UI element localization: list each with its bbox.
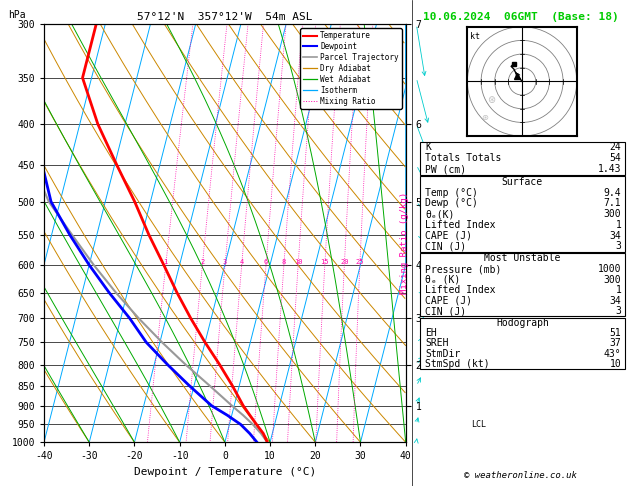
Text: hPa: hPa <box>8 10 26 20</box>
Text: 24: 24 <box>610 142 621 153</box>
Text: 6: 6 <box>264 259 268 265</box>
Text: 4: 4 <box>240 259 244 265</box>
Text: Dewp (°C): Dewp (°C) <box>425 198 478 208</box>
Text: 7.1: 7.1 <box>604 198 621 208</box>
Text: PW (cm): PW (cm) <box>425 164 466 174</box>
Text: 10.06.2024  06GMT  (Base: 18): 10.06.2024 06GMT (Base: 18) <box>423 12 618 22</box>
Text: 1: 1 <box>164 259 168 265</box>
Text: CAPE (J): CAPE (J) <box>425 295 472 306</box>
Legend: Temperature, Dewpoint, Parcel Trajectory, Dry Adiabat, Wet Adiabat, Isotherm, Mi: Temperature, Dewpoint, Parcel Trajectory… <box>300 28 402 109</box>
Title: 57°12'N  357°12'W  54m ASL: 57°12'N 357°12'W 54m ASL <box>137 12 313 22</box>
Text: $\circledast$: $\circledast$ <box>481 113 489 122</box>
Text: Totals Totals: Totals Totals <box>425 154 501 163</box>
Text: $\circledast$: $\circledast$ <box>486 94 496 105</box>
Text: 10: 10 <box>610 359 621 369</box>
Text: 34: 34 <box>610 230 621 241</box>
Y-axis label: km
ASL: km ASL <box>424 225 446 242</box>
Text: Most Unstable: Most Unstable <box>484 254 560 263</box>
Text: θₑ (K): θₑ (K) <box>425 275 460 284</box>
Text: 300: 300 <box>604 275 621 284</box>
Text: 9.4: 9.4 <box>604 188 621 198</box>
Text: CIN (J): CIN (J) <box>425 242 466 251</box>
Text: SREH: SREH <box>425 338 448 348</box>
Text: 3: 3 <box>223 259 227 265</box>
Text: Pressure (mb): Pressure (mb) <box>425 264 501 274</box>
Text: © weatheronline.co.uk: © weatheronline.co.uk <box>464 471 577 480</box>
Text: CIN (J): CIN (J) <box>425 306 466 316</box>
Text: StmDir: StmDir <box>425 348 460 359</box>
Text: 1.43: 1.43 <box>598 164 621 174</box>
Text: 2: 2 <box>200 259 204 265</box>
Text: 10: 10 <box>294 259 303 265</box>
Text: 300: 300 <box>604 209 621 219</box>
Text: Hodograph: Hodograph <box>496 318 549 328</box>
Text: kt: kt <box>470 32 479 41</box>
Text: 1: 1 <box>616 285 621 295</box>
Text: StmSpd (kt): StmSpd (kt) <box>425 359 490 369</box>
Text: 34: 34 <box>610 295 621 306</box>
X-axis label: Dewpoint / Temperature (°C): Dewpoint / Temperature (°C) <box>134 467 316 477</box>
Text: 1: 1 <box>616 220 621 230</box>
Text: Mixing Ratio (g/kg): Mixing Ratio (g/kg) <box>400 192 409 294</box>
Text: EH: EH <box>425 328 437 338</box>
Text: LCL: LCL <box>470 420 486 429</box>
Text: 37: 37 <box>610 338 621 348</box>
Text: θₑ(K): θₑ(K) <box>425 209 455 219</box>
Text: 3: 3 <box>616 242 621 251</box>
Text: 3: 3 <box>616 306 621 316</box>
Text: Lifted Index: Lifted Index <box>425 220 496 230</box>
Text: 8: 8 <box>282 259 286 265</box>
Text: 15: 15 <box>321 259 329 265</box>
Text: K: K <box>425 142 431 153</box>
Text: 20: 20 <box>340 259 348 265</box>
Text: 1000: 1000 <box>598 264 621 274</box>
Text: 43°: 43° <box>604 348 621 359</box>
Text: 51: 51 <box>610 328 621 338</box>
Text: CAPE (J): CAPE (J) <box>425 230 472 241</box>
Text: Surface: Surface <box>502 177 543 187</box>
Text: 25: 25 <box>355 259 364 265</box>
Text: Temp (°C): Temp (°C) <box>425 188 478 198</box>
Text: Lifted Index: Lifted Index <box>425 285 496 295</box>
Text: 54: 54 <box>610 154 621 163</box>
